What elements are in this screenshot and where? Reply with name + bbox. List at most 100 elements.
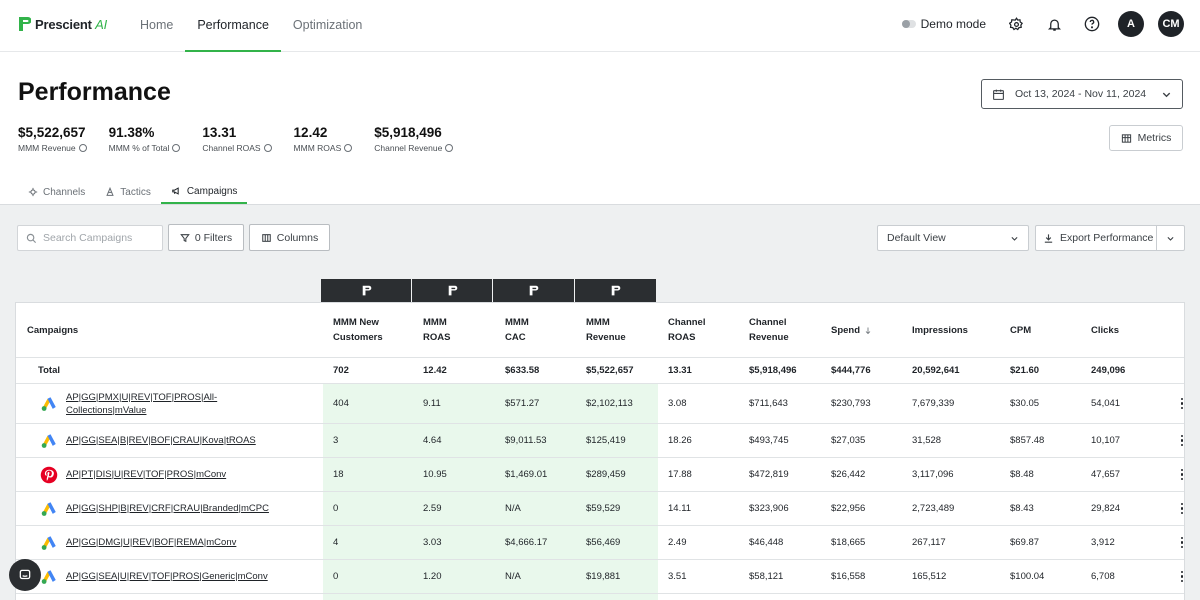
campaign-link[interactable]: AP|GG|SEA|U|REV|TOF|PROS|Generic|mConv (66, 560, 268, 593)
divider (0, 204, 1200, 205)
header-line: Revenue (749, 332, 789, 343)
cell-mmm-revenue: $19,881 (586, 571, 621, 582)
row-menu-icon[interactable] (1178, 424, 1184, 457)
logo-text: Prescient AI (35, 16, 108, 32)
chevron-down-icon (1162, 92, 1171, 97)
prescient-logo-icon (529, 285, 539, 296)
cell-channel-revenue: $711,643 (749, 398, 788, 409)
row-menu-icon[interactable] (1178, 560, 1184, 593)
cell-mmm-revenue: $5,522,657 (586, 365, 634, 376)
table-row: AP|GG|SEA|U|REV|TOF|PROS|Generic|mConv 0… (16, 560, 1184, 594)
info-icon[interactable] (263, 144, 272, 152)
cell-clicks: 10,107 (1091, 435, 1121, 446)
header-channel-roas[interactable]: Channel ROAS (668, 303, 705, 357)
cell-clicks: 47,657 (1091, 469, 1121, 480)
cell-mmm-cac: N/A (505, 503, 521, 514)
header-line: MMM New (333, 317, 379, 328)
header-line: MMM (423, 317, 447, 328)
cell-cpm: $8.48 (1010, 469, 1034, 480)
kpi-value: 13.31 (202, 125, 237, 140)
campaign-link[interactable]: AP|GG|SHP|B|REV|CRF|CRAU|Branded|mCPC (66, 492, 269, 525)
chat-launcher-button[interactable] (9, 559, 41, 591)
row-menu-icon[interactable] (1178, 492, 1184, 525)
header-line: ROAS (668, 332, 696, 343)
filters-label: 0 Filters (194, 231, 233, 244)
header-line: MMM (505, 317, 529, 328)
header-cpm[interactable]: CPM (1010, 324, 1032, 336)
row-menu-icon[interactable] (1178, 384, 1184, 423)
cell-spend: $18,665 (831, 537, 866, 548)
header-line: Channel (749, 317, 787, 328)
campaign-link[interactable]: AP|GG|PMX|U|REV|TOF|PROS|All- Collections… (66, 384, 217, 423)
info-icon[interactable] (344, 144, 353, 152)
prescient-logo-icon (18, 16, 31, 32)
campaign-link[interactable]: AP|PT|DIS|U|REV|TOF|PROS|mConv (66, 458, 226, 491)
header-mmm-revenue[interactable]: MMM Revenue (586, 303, 626, 357)
cell-cpm: $857.48 (1010, 435, 1045, 446)
export-main[interactable]: Export Performance (1036, 226, 1157, 250)
campaign-link[interactable]: AP|GG|DMG|U|REV|BOF|REMA|mConv (66, 526, 236, 559)
mmm-column-badge (575, 279, 656, 302)
cell-spend: $26,442 (831, 469, 866, 480)
row-menu-icon[interactable] (1178, 526, 1184, 559)
kpi-label: MMM ROAS (293, 143, 342, 153)
calendar-icon (993, 89, 1004, 100)
row-menu-icon[interactable] (1178, 458, 1184, 491)
cell-mmm-cac: $571.27 (505, 398, 540, 409)
prescient-logo-icon (611, 285, 621, 296)
cell-clicks: 54,041 (1091, 398, 1121, 409)
export-performance-button[interactable]: Export Performance (1035, 225, 1185, 251)
campaign-name-line: AP|GG|DMG|U|REV|BOF|REMA|mConv (66, 537, 237, 548)
tab-tactics[interactable]: Tactics (95, 180, 161, 204)
campaign-name-line: AP|GG|SHP|B|REV|CRF|CRAU|Branded|mCPC (66, 503, 269, 514)
tab-label: Tactics (120, 186, 151, 198)
columns-button[interactable]: Columns (249, 224, 330, 251)
metrics-button[interactable]: Metrics (1109, 125, 1183, 151)
nav-tab-optimization[interactable]: Optimization (292, 18, 363, 32)
logo[interactable]: Prescient AI (18, 16, 107, 32)
info-icon[interactable] (445, 144, 454, 152)
gear-icon (1008, 16, 1023, 30)
kpi-label: MMM % of Total (108, 143, 170, 153)
export-dropdown-button[interactable] (1157, 234, 1184, 243)
avatar[interactable]: A (1118, 11, 1144, 37)
tab-campaigns[interactable]: Campaigns (160, 180, 248, 204)
tab-channels[interactable]: Channels (18, 180, 95, 204)
cell-mmm-revenue: $125,419 (586, 435, 626, 446)
cell-cpm: $100.04 (1010, 571, 1045, 582)
info-icon[interactable] (78, 144, 87, 152)
notifications-button[interactable] (1042, 12, 1066, 36)
header-channel-revenue[interactable]: Channel Revenue (749, 303, 789, 357)
campaign-link[interactable]: AP|GG|SEA|B|REV|BOF|CRAU|Kova|tROAS (66, 424, 256, 457)
kpi-mmm-roas: 12.42 MMM ROAS (294, 125, 353, 153)
demo-mode-toggle[interactable]: Demo mode (901, 17, 986, 31)
header-impressions[interactable]: Impressions (912, 324, 968, 336)
demo-mode-label: Demo mode (920, 17, 986, 31)
user-avatar[interactable]: CM (1158, 11, 1184, 37)
header-mmm-cac[interactable]: MMM CAC (505, 303, 529, 357)
filters-button[interactable]: 0 Filters (168, 224, 244, 251)
view-select[interactable]: Default View (877, 225, 1029, 251)
info-icon[interactable] (172, 144, 181, 152)
campaign-name-line: Collections|mValue (66, 404, 147, 416)
crosshair-icon (28, 187, 38, 197)
help-button[interactable] (1080, 12, 1104, 36)
columns-icon (262, 233, 271, 242)
header-mmm-roas[interactable]: MMM ROAS (423, 303, 450, 357)
search-input[interactable]: Search Campaigns (17, 225, 163, 251)
header-campaigns[interactable]: Campaigns (27, 324, 79, 336)
settings-button[interactable] (1004, 12, 1028, 36)
kpi-value: 12.42 (293, 125, 328, 140)
kpi-value: 91.38% (108, 125, 155, 140)
table-row: AP|PT|DIS|U|REV|TOF|PROS|mConv 18 10.95 … (16, 458, 1184, 492)
kpi-label: Channel ROAS (202, 143, 261, 153)
header-clicks[interactable]: Clicks (1091, 324, 1119, 336)
nav-tab-home[interactable]: Home (140, 18, 174, 32)
header-spend[interactable]: Spend (831, 303, 872, 357)
nav-tab-performance[interactable]: Performance (185, 0, 281, 52)
date-range-picker[interactable]: Oct 13, 2024 - Nov 11, 2024 (981, 79, 1183, 109)
header-mmm-new-customers[interactable]: MMM New Customers (333, 303, 383, 357)
header-line: Channel (668, 317, 706, 328)
cell-clicks: 29,824 (1091, 503, 1121, 514)
pinterest-icon (40, 466, 58, 484)
